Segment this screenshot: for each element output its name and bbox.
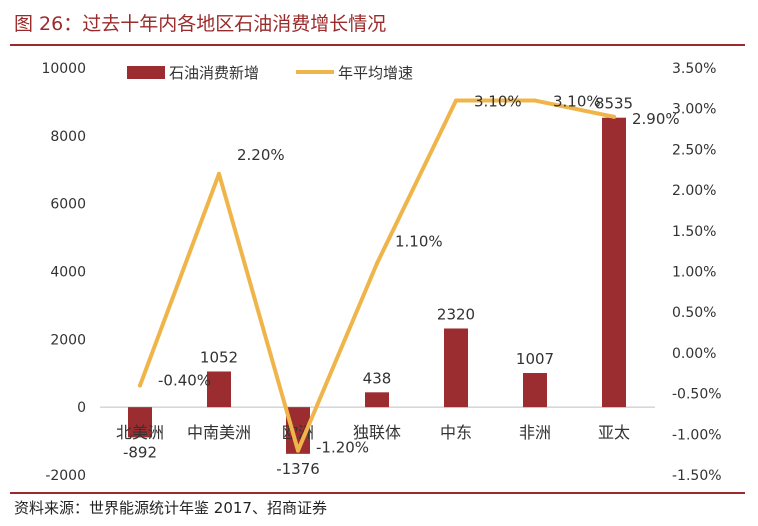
line-value-label: 2.20% <box>237 146 285 164</box>
legend-bar-label: 石油消费新增 <box>169 64 259 82</box>
left-axis-tick-label: 2000 <box>50 332 86 348</box>
figure-title: 图 26：过去十年内各地区石油消费增长情况 <box>14 13 387 35</box>
bar-value-label: -1376 <box>276 460 320 478</box>
right-axis-ticks: 3.50% 3.00% 2.50% 2.00% 1.50% 1.00% 0.50% 0.00%… <box>672 61 722 484</box>
right-axis-tick-label: 1.00% <box>672 265 716 281</box>
line-point <box>612 114 616 119</box>
category-label: 中东 <box>440 423 472 442</box>
source-note: 资料来源：世界能源统计年鉴 2017、招商证券 <box>14 499 327 517</box>
right-axis-tick-label: -1.00% <box>672 427 722 443</box>
right-axis-tick-label: 0.00% <box>672 346 716 362</box>
right-axis-tick-label: 3.50% <box>672 61 716 77</box>
right-axis-tick-label: 1.50% <box>672 224 716 240</box>
line-point <box>454 98 458 103</box>
right-axis-tick-label: 3.00% <box>672 102 716 118</box>
line-point <box>375 261 379 266</box>
category-label: 中南美洲 <box>187 423 251 442</box>
right-axis-tick-label: -0.50% <box>672 387 722 403</box>
right-axis-tick-label: 2.50% <box>672 142 716 158</box>
bar <box>523 373 547 408</box>
bar <box>207 371 231 408</box>
left-axis-tick-label: 4000 <box>50 265 86 281</box>
right-axis-tick-label: 2.00% <box>672 183 716 199</box>
bar-data-labels: -892 1052 -1376 438 2320 1007 8535 <box>123 95 633 478</box>
line-value-label: 2.90% <box>632 110 680 128</box>
bar-value-label: 8535 <box>595 95 633 113</box>
footer-rule <box>10 492 745 494</box>
category-label: 独联体 <box>353 423 401 442</box>
left-axis-tick-label: 8000 <box>50 129 86 145</box>
line-point <box>296 448 300 453</box>
left-axis-tick-label: 6000 <box>50 197 86 213</box>
line-series <box>138 98 616 453</box>
legend-line-label: 年平均增速 <box>338 64 413 82</box>
left-axis-tick-label: -2000 <box>45 468 86 484</box>
line-point <box>217 171 221 176</box>
right-axis-tick-label: -1.50% <box>672 468 722 484</box>
left-axis-tick-label: 10000 <box>41 61 86 77</box>
legend: 石油消费新增 年平均增速 <box>127 64 413 82</box>
bar-value-label: -892 <box>123 443 157 461</box>
bar-value-label: 1052 <box>200 348 238 366</box>
line-value-label: 3.10% <box>474 93 522 111</box>
bar <box>444 328 468 408</box>
bar <box>602 117 626 408</box>
bar <box>365 392 389 408</box>
line-value-label: 1.10% <box>395 232 443 250</box>
line-data-labels: -0.40% 2.20% -1.20% 1.10% 3.10% 3.10% 2.90% <box>158 93 680 457</box>
line-point <box>138 383 142 388</box>
line-value-label: -1.20% <box>316 439 369 457</box>
bar-series <box>128 117 626 454</box>
line-value-label: 3.10% <box>553 93 601 111</box>
category-label: 北美洲 <box>116 423 164 442</box>
left-axis-tick-label: 0 <box>77 400 86 416</box>
title-rule <box>10 44 745 46</box>
line-point <box>533 98 537 103</box>
category-labels: 北美洲 中南美洲 欧洲 独联体 中东 非洲 亚太 <box>116 423 630 442</box>
bar-value-label: 2320 <box>437 305 475 323</box>
bar-value-label: 438 <box>363 369 392 387</box>
left-axis-ticks: 10000 8000 6000 4000 2000 0 -2000 <box>41 61 86 484</box>
category-label: 非洲 <box>519 423 551 442</box>
category-label: 亚太 <box>598 423 630 442</box>
bar-value-label: 1007 <box>516 350 554 368</box>
line-value-label: -0.40% <box>158 371 211 389</box>
legend-bar-swatch <box>127 66 165 79</box>
right-axis-tick-label: 0.50% <box>672 305 716 321</box>
bar <box>128 407 152 438</box>
